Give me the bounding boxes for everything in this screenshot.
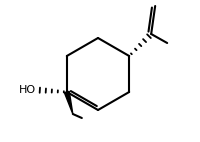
Text: HO: HO [19, 85, 36, 95]
Polygon shape [64, 91, 73, 114]
